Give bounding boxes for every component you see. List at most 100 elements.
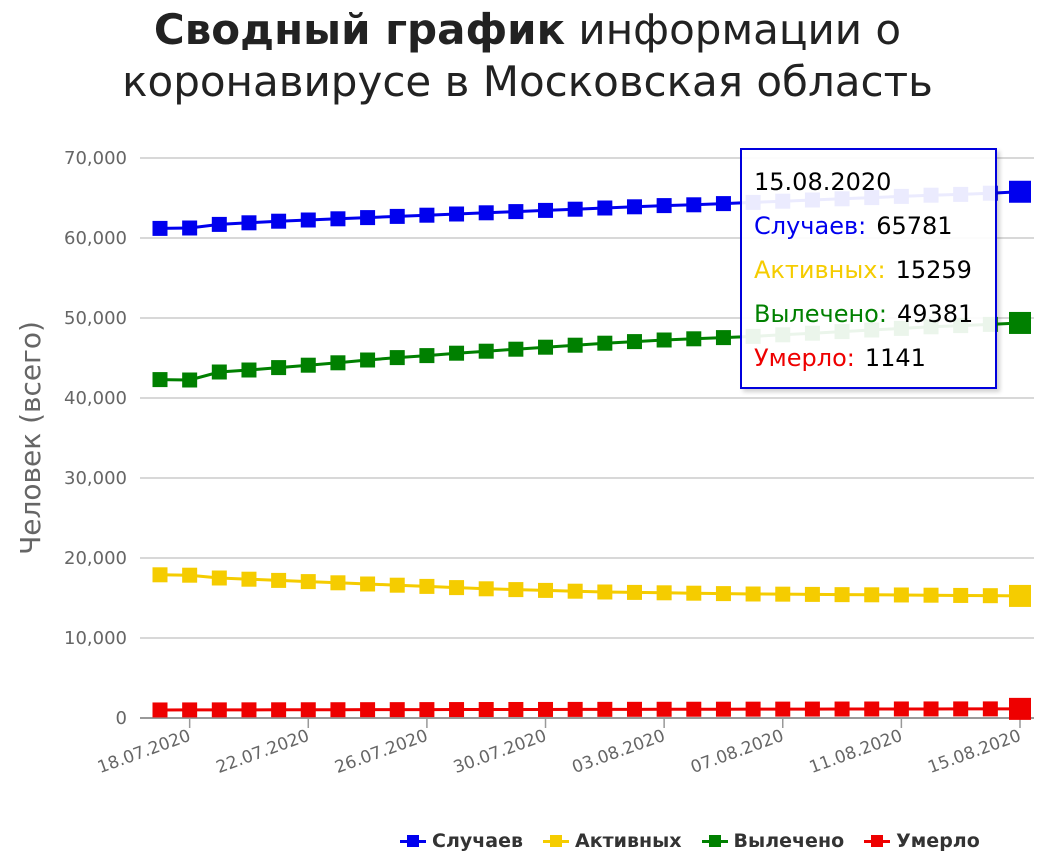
legend-item-recovered[interactable]: Вылечено [701, 830, 845, 852]
data-point [597, 701, 613, 717]
x-tick-label: 18.07.2020 [95, 726, 193, 778]
data-point [626, 584, 642, 600]
data-point [211, 364, 227, 380]
data-point [597, 335, 613, 351]
series-line [159, 707, 1021, 712]
data-point [864, 587, 880, 603]
chart-title: Сводный график информации о коронавирусе… [0, 4, 1055, 108]
data-point [330, 355, 346, 371]
data-point [241, 362, 257, 378]
series-line [159, 573, 1021, 598]
data-point [626, 199, 642, 215]
data-point [300, 212, 316, 228]
y-axis-label: Человек (всего) [14, 321, 47, 555]
data-point [152, 702, 168, 718]
data-point [656, 198, 672, 214]
legend-item-active[interactable]: Активных [543, 830, 682, 852]
data-point [508, 701, 524, 717]
data-point [656, 701, 672, 717]
data-point [686, 331, 702, 347]
data-point [953, 701, 969, 717]
data-point [211, 702, 227, 718]
data-point [745, 701, 761, 717]
tooltip-row-active: Активных: 15259 [754, 248, 995, 292]
data-point [271, 360, 287, 376]
legend-marker-icon [864, 835, 891, 847]
data-point [360, 352, 376, 368]
data-point [211, 570, 227, 586]
data-point [538, 582, 554, 598]
tooltip-row-recovered: Вылечено: 49381 [754, 292, 995, 336]
y-tick-label: 50,000 [64, 308, 127, 329]
tooltip-row-deaths: Умерло: 1141 [754, 336, 995, 380]
data-point [923, 701, 939, 717]
data-point [1009, 311, 1031, 334]
data-point [686, 701, 702, 717]
chart-title-bold: Сводный график [153, 5, 566, 54]
y-tick-label: 0 [116, 708, 127, 729]
data-point [182, 372, 198, 388]
data-point [715, 586, 731, 602]
data-point [360, 576, 376, 592]
y-tick-label: 40,000 [64, 388, 127, 409]
chart-title-line2: коронавирусе в Московская область [122, 57, 933, 106]
data-point [330, 702, 346, 718]
data-point [419, 702, 435, 718]
data-point [449, 345, 465, 361]
data-point [597, 584, 613, 600]
tooltip-label: Умерло: [754, 344, 855, 372]
tooltip-value: 49381 [896, 300, 974, 328]
y-tick-label: 20,000 [64, 548, 127, 569]
data-point [419, 348, 435, 364]
data-point [567, 583, 583, 599]
tooltip-value: 15259 [895, 256, 972, 284]
data-point [775, 586, 791, 602]
data-point [389, 208, 405, 224]
data-point [893, 701, 909, 717]
tooltip: 15.08.2020 Случаев: 65781 Активных: 15259 … [740, 148, 997, 389]
y-tick-label: 60,000 [64, 228, 127, 249]
data-point [508, 341, 524, 357]
data-point [152, 567, 168, 583]
data-point [241, 215, 257, 231]
data-point [626, 334, 642, 350]
data-point [300, 357, 316, 373]
data-point [834, 701, 850, 717]
data-point [893, 587, 909, 603]
tooltip-value: 65781 [876, 212, 953, 240]
data-point [182, 702, 198, 718]
data-point [478, 581, 494, 597]
data-point [982, 588, 998, 604]
data-point [686, 197, 702, 213]
data-point [745, 586, 761, 602]
data-point [715, 701, 731, 717]
tooltip-date: 15.08.2020 [754, 168, 892, 196]
legend-item-deaths[interactable]: Умерло [864, 830, 980, 852]
data-point [1009, 697, 1031, 720]
y-tick-label: 30,000 [64, 468, 127, 489]
legend-label: Умерло [896, 830, 980, 852]
tooltip-label: Вылечено: [754, 300, 887, 328]
x-tick-label: 30.07.2020 [451, 726, 549, 778]
chart-title-rest: информации о [565, 5, 902, 54]
tooltip-row-cases: Случаев: 65781 [754, 204, 995, 248]
data-point [360, 702, 376, 718]
data-point [1009, 180, 1031, 203]
x-tick-label: 26.07.2020 [332, 726, 430, 778]
tooltip-value: 1141 [864, 344, 926, 372]
data-point [300, 574, 316, 590]
legend-item-cases[interactable]: Случаев [400, 830, 523, 852]
legend-label: Случаев [432, 830, 524, 852]
data-point [982, 701, 998, 717]
data-point [419, 578, 435, 594]
data-point [597, 200, 613, 216]
data-point [834, 587, 850, 603]
x-tick-label: 22.07.2020 [214, 726, 312, 778]
data-point [330, 211, 346, 227]
legend-label: Вылечено [733, 830, 845, 852]
data-point [449, 580, 465, 596]
data-point [923, 587, 939, 603]
data-point [567, 337, 583, 353]
data-point [1009, 584, 1031, 607]
